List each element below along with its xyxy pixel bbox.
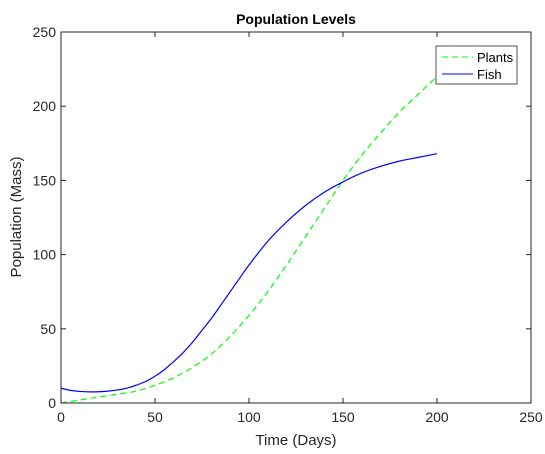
x-tick-label: 250 <box>519 409 543 425</box>
x-tick-label: 100 <box>237 409 261 425</box>
series-line-plants <box>60 76 438 404</box>
y-axis-label: Population (Mass) <box>8 157 25 278</box>
legend-label-plants: Plants <box>477 50 514 65</box>
plot-area: 0 50 100 150 200 250 0 50 100 150 200 250 <box>33 24 543 425</box>
axes-box <box>60 31 532 404</box>
y-tick-label: 50 <box>40 321 56 337</box>
series-line-fish <box>60 153 438 393</box>
y-tick-label: 200 <box>33 98 57 114</box>
y-tick-label: 250 <box>33 24 57 40</box>
ticks-layer: 0 50 100 150 200 250 0 50 100 150 200 250 <box>33 24 543 425</box>
y-tick-label: 100 <box>33 247 57 263</box>
chart-title: Population Levels <box>236 11 356 27</box>
x-tick-label: 0 <box>57 409 65 425</box>
legend-box <box>435 45 518 85</box>
legend-label-fish: Fish <box>477 67 502 82</box>
y-tick-label: 150 <box>33 172 57 188</box>
series-layer <box>60 76 438 404</box>
legend: Plants Fish <box>435 45 518 85</box>
x-tick-label: 150 <box>331 409 355 425</box>
y-tick-label: 0 <box>48 395 56 411</box>
plot-background <box>61 32 531 403</box>
x-tick-label: 50 <box>147 409 163 425</box>
x-tick-label: 200 <box>425 409 449 425</box>
x-axis-label: Time (Days) <box>255 432 336 449</box>
